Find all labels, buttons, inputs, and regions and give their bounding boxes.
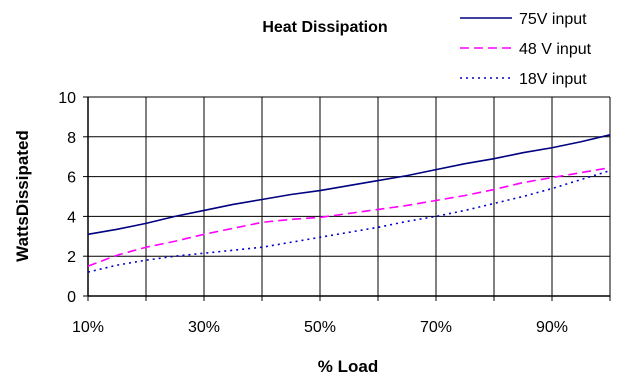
series-layer bbox=[87, 134, 611, 273]
y-tick-label-2: 4 bbox=[67, 209, 76, 226]
legend-label-0: 75V input bbox=[519, 11, 587, 28]
x-tick-label-2: 50% bbox=[304, 319, 336, 336]
series-line-1 bbox=[87, 166, 611, 267]
series-line-0 bbox=[87, 134, 611, 236]
x-tick-label-0: 10% bbox=[72, 319, 104, 336]
chart-title: Heat Dissipation bbox=[262, 19, 387, 36]
y-tick-label-4: 8 bbox=[67, 130, 76, 147]
x-axis-title: % Load bbox=[318, 357, 378, 376]
x-tick-label-4: 90% bbox=[536, 319, 568, 336]
series-line-2 bbox=[87, 169, 611, 273]
legend-label-2: 18V input bbox=[519, 71, 587, 88]
axes-layer: 0 2 4 6 8 10 10% 30% 50% 70% 90% bbox=[58, 90, 611, 336]
legend-label-1: 48 V input bbox=[519, 41, 592, 58]
grid-layer bbox=[87, 96, 611, 297]
y-tick-label-0: 0 bbox=[67, 289, 76, 306]
y-tick-label-3: 6 bbox=[67, 170, 76, 187]
y-tick-label-5: 10 bbox=[58, 90, 76, 107]
y-tick-label-1: 2 bbox=[67, 249, 76, 266]
x-tick-label-1: 30% bbox=[188, 319, 220, 336]
x-tick-label-3: 70% bbox=[420, 319, 452, 336]
legend: 75V input 48 V input 18V input bbox=[460, 11, 592, 88]
y-axis-title: WattsDissipated bbox=[13, 130, 32, 262]
